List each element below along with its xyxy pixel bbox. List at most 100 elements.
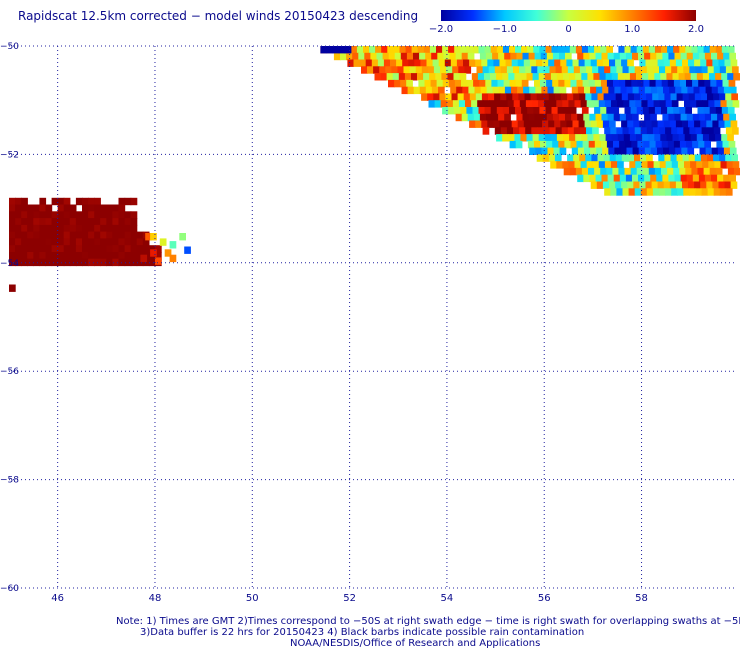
heatmap-cell xyxy=(481,93,489,101)
heatmap-cell xyxy=(414,59,421,67)
heatmap-cell xyxy=(425,52,432,61)
heatmap-cell xyxy=(609,93,617,101)
axes: 46 48 50 52 54 56 58 −50 −52 −54 −56 −58 −60 xyxy=(0,42,648,604)
heatmap-cell xyxy=(613,174,621,183)
heatmap-cell xyxy=(430,79,438,88)
heatmap-cell xyxy=(33,231,40,239)
heatmap-cell xyxy=(563,134,570,142)
heatmap-cell xyxy=(423,46,431,54)
heatmap-cell xyxy=(82,224,89,233)
heatmap-cell xyxy=(723,147,731,155)
heatmap-cell xyxy=(732,100,740,108)
heatmap-cell xyxy=(558,140,565,149)
heatmap-cell xyxy=(130,224,138,233)
heatmap-cell xyxy=(590,59,598,67)
heatmap-cell xyxy=(487,120,494,128)
heatmap-cell xyxy=(118,245,126,253)
heatmap-cell xyxy=(539,46,547,54)
heatmap-cell xyxy=(613,140,620,149)
heatmap-cell xyxy=(520,73,528,81)
heatmap-cell xyxy=(57,197,65,206)
heatmap-cell xyxy=(27,238,34,246)
heatmap-cell xyxy=(624,167,632,176)
heatmap-cell xyxy=(545,46,553,54)
heatmap-cell xyxy=(599,134,607,142)
heatmap-cell xyxy=(75,245,83,253)
heatmap-cell xyxy=(594,79,602,88)
heatmap-cell xyxy=(632,52,639,61)
heatmap-cell xyxy=(536,93,544,101)
heatmap-cell xyxy=(33,204,40,212)
heatmap-cell xyxy=(691,167,699,176)
heatmap-cell xyxy=(514,134,522,142)
heatmap-cell xyxy=(544,134,552,142)
heatmap-cell xyxy=(547,86,555,95)
heatmap-cell xyxy=(371,59,379,67)
heatmap-cell xyxy=(674,174,682,183)
heatmap-cell xyxy=(724,59,732,67)
heatmap-cell xyxy=(627,181,634,189)
heatmap-cell xyxy=(724,120,732,128)
heatmap-cell xyxy=(648,107,656,115)
heatmap-cell xyxy=(604,127,611,135)
heatmap-cell xyxy=(618,167,626,176)
heatmap-cell xyxy=(506,66,514,74)
heatmap-cell xyxy=(552,52,560,61)
heatmap-cell xyxy=(513,127,520,135)
heatmap-cell xyxy=(702,100,709,108)
heatmap-cell xyxy=(436,46,443,54)
heatmap-cell xyxy=(148,258,156,267)
heatmap-cell xyxy=(130,238,138,246)
heatmap-cell xyxy=(538,134,546,142)
heatmap-cell xyxy=(9,238,16,246)
heatmap-cell xyxy=(707,93,714,101)
heatmap-cell xyxy=(539,107,547,115)
heatmap-cell xyxy=(657,120,665,128)
heatmap-cell xyxy=(709,134,716,142)
heatmap-cell xyxy=(592,66,599,74)
heatmap-cell xyxy=(473,79,480,88)
heatmap-cell xyxy=(438,86,445,95)
heatmap-cell xyxy=(492,52,499,61)
heatmap-cell xyxy=(604,100,612,108)
heatmap-cell xyxy=(604,188,611,196)
heatmap-cell xyxy=(112,252,120,260)
heatmap-cell xyxy=(442,107,449,115)
heatmap-cell xyxy=(640,154,647,162)
heatmap-cell xyxy=(658,93,665,101)
heatmap-cell xyxy=(124,231,132,239)
heatmap-cell xyxy=(494,93,501,101)
heatmap-cell xyxy=(695,188,703,196)
heatmap-cell xyxy=(57,218,65,226)
heatmap-cell xyxy=(663,120,671,128)
heatmap-cell xyxy=(15,238,22,246)
heatmap-cell xyxy=(642,73,649,81)
heatmap-cell xyxy=(400,52,408,61)
heatmap-cell xyxy=(45,238,53,246)
heatmap-cell xyxy=(665,100,673,108)
heatmap-cell xyxy=(665,66,672,74)
heatmap-cell xyxy=(460,107,467,115)
heatmap-cell xyxy=(653,161,661,169)
heatmap-cell xyxy=(419,86,427,95)
heatmap-cell xyxy=(9,197,16,206)
heatmap-cell xyxy=(682,93,690,101)
heatmap-cell xyxy=(535,86,542,95)
x-tick-label: 48 xyxy=(149,593,162,604)
heatmap-cell xyxy=(75,258,83,267)
heatmap-cell xyxy=(498,52,505,61)
heatmap-cell xyxy=(63,204,71,212)
heatmap-cell xyxy=(33,238,40,246)
heatmap-cell xyxy=(635,100,642,108)
heatmap-cell xyxy=(431,52,438,61)
colorbar: −2.0 −1.0 0 1.0 2.0 xyxy=(429,10,704,35)
heatmap-cell xyxy=(488,93,495,101)
heatmap-cell xyxy=(717,147,725,155)
heatmap-cell xyxy=(521,79,529,88)
heatmap-cell xyxy=(69,252,77,260)
heatmap-cell xyxy=(524,93,532,101)
heatmap-cell xyxy=(15,252,22,260)
heatmap-cell xyxy=(648,46,656,54)
heatmap-cell xyxy=(448,46,455,54)
heatmap-cell xyxy=(729,86,737,95)
